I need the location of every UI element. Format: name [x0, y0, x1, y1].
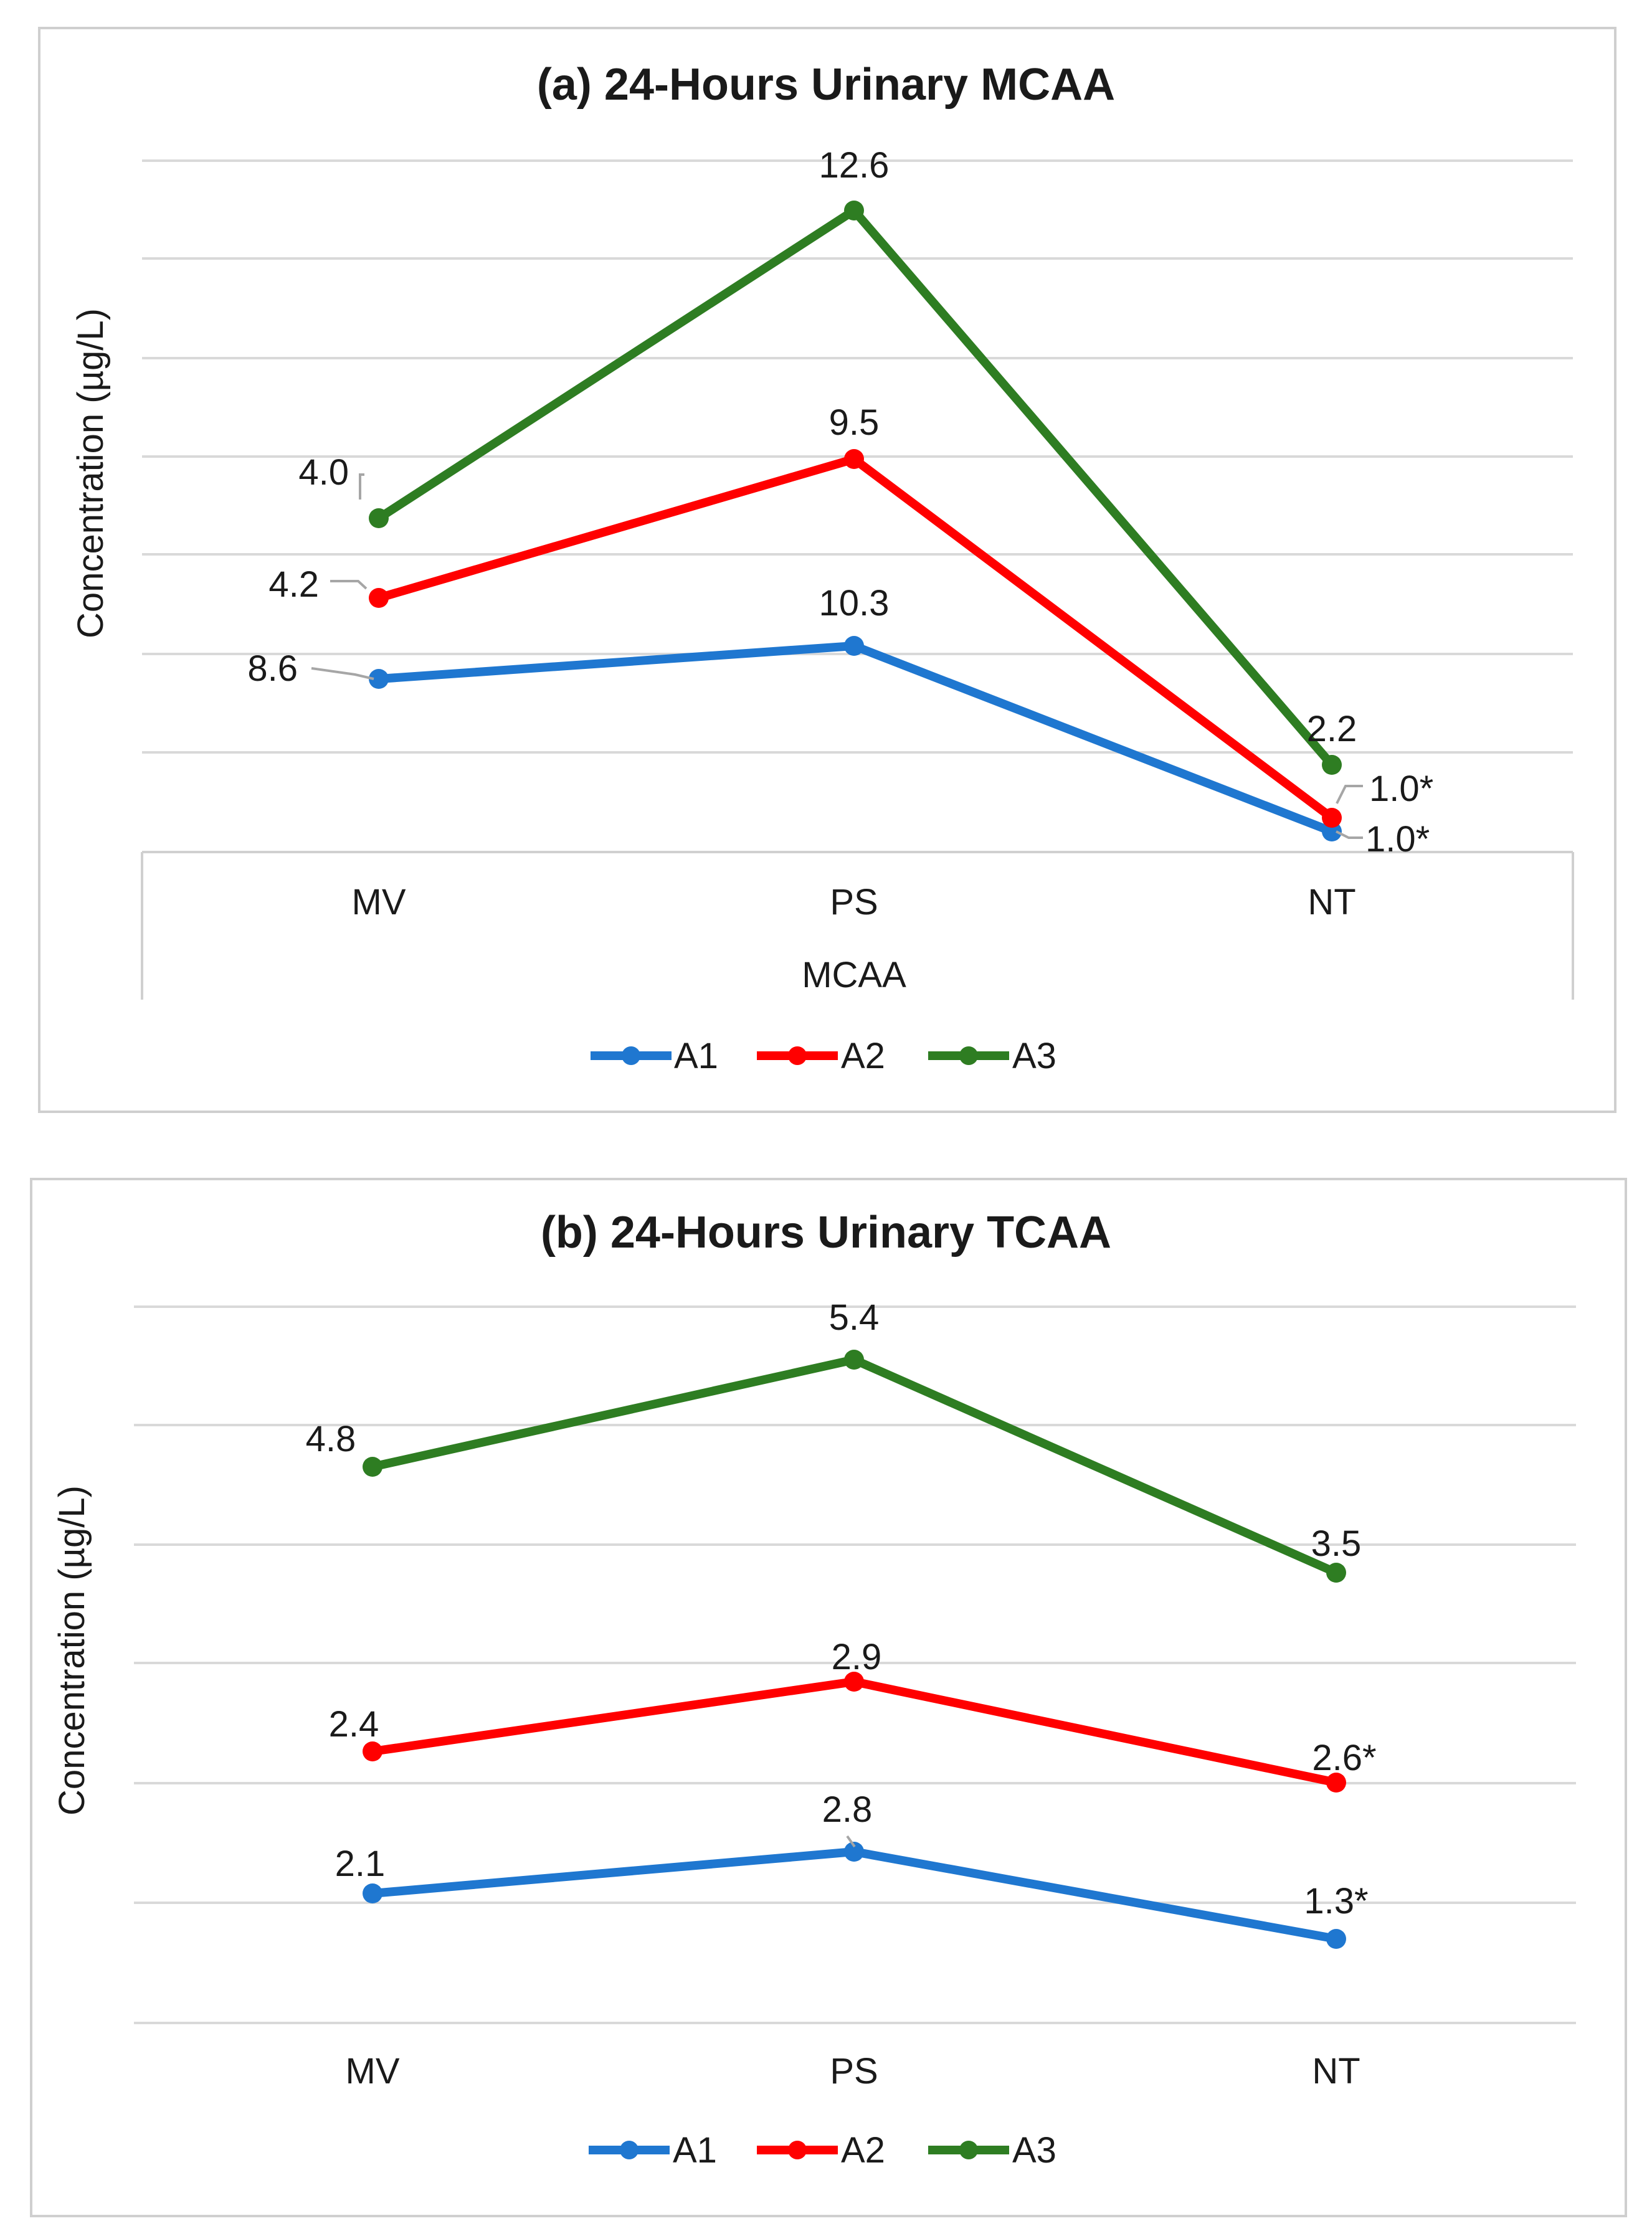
data-point-a3: [844, 201, 864, 220]
legend-marker: [959, 2141, 978, 2159]
panel-a-x-tick-label: NT: [1308, 882, 1355, 922]
data-point-a2: [369, 588, 389, 608]
data-label: 12.6: [819, 145, 890, 186]
data-label: 2.2: [1307, 709, 1357, 749]
data-label: 4.2: [268, 564, 319, 605]
data-point-a1: [369, 669, 389, 689]
panel-a-legend: A1 A2 A3: [591, 1036, 1056, 1076]
panel-b-y-axis-label: Concentration (µg/L): [52, 1485, 92, 1816]
legend-label: A2: [841, 1036, 885, 1076]
data-point-a1: [844, 1842, 864, 1862]
data-label: 1.3*: [1304, 1881, 1368, 1921]
panel-a-x-tick-label: PS: [830, 882, 878, 922]
data-point-a3: [1326, 1563, 1346, 1583]
legend-entry-b2: A2: [757, 2130, 885, 2171]
panel-b-leader-lines: [846, 1835, 856, 1848]
legend-label: A3: [1012, 2130, 1056, 2171]
legend-marker: [622, 1046, 640, 1065]
legend-marker: [959, 1046, 978, 1065]
data-point-a1: [1322, 822, 1342, 841]
data-label: 9.5: [829, 402, 880, 443]
panel-b-legend: A1 A2 A3: [589, 2130, 1056, 2171]
legend-entry-b3: A3: [928, 2130, 1056, 2171]
panel-a-data-labels: 4.0 12.6 2.2 4.2 9.5 1.0* 8.6 10.3 1.0*: [247, 145, 1433, 860]
panel-a-leader-lines: [311, 473, 1363, 839]
legend-entry-a2: A2: [757, 1036, 885, 1076]
data-label: 8.6: [247, 648, 298, 689]
panel-a-series: [369, 201, 1342, 841]
data-label: 2.4: [329, 1704, 379, 1745]
data-point-a2: [844, 1672, 864, 1692]
data-label: 2.9: [832, 1637, 882, 1677]
data-point-a2: [1322, 808, 1342, 828]
legend-marker: [788, 2141, 807, 2159]
legend-entry-b1: A1: [589, 2130, 717, 2171]
legend-label: A3: [1012, 1036, 1056, 1076]
data-label: 1.0*: [1365, 819, 1430, 860]
data-point-a2: [1326, 1773, 1346, 1793]
panel-b-data-labels: 4.8 5.4 3.5 2.4 2.9 2.6* 2.1 2.8 1.3*: [306, 1297, 1377, 1921]
data-label: 5.4: [829, 1297, 880, 1338]
data-point-a1: [363, 1883, 382, 1903]
panel-b-title: (b) 24-Hours Urinary TCAA: [541, 1208, 1111, 1258]
data-label: 2.1: [335, 1844, 386, 1884]
panel-b-series: [363, 1350, 1346, 1949]
data-label: 10.3: [819, 583, 890, 623]
legend-marker: [788, 1046, 807, 1065]
legend-label: A1: [674, 1036, 718, 1076]
legend-marker: [620, 2141, 638, 2159]
data-label: 3.5: [1311, 1523, 1362, 1564]
data-label: 1.0*: [1369, 769, 1433, 809]
data-point-a2: [844, 449, 864, 469]
legend-label: A2: [841, 2130, 885, 2171]
data-label: 2.6*: [1312, 1738, 1376, 1778]
data-point-a2: [363, 1741, 382, 1761]
data-point-a1: [1326, 1929, 1346, 1949]
panel-a-x-tick-label: MV: [352, 882, 406, 922]
panel-a-title: (a) 24-Hours Urinary MCAA: [537, 60, 1115, 110]
panel-a-x-axis-label: MCAA: [802, 955, 906, 995]
panel-b-frame: [30, 1178, 1627, 2217]
legend-label: A1: [673, 2130, 717, 2171]
data-point-a3: [369, 508, 389, 528]
data-point-a3: [363, 1457, 382, 1477]
legend-entry-a3: A3: [928, 1036, 1056, 1076]
panel-b-x-tick-label: PS: [830, 2051, 878, 2091]
legend-entry-a1: A1: [591, 1036, 718, 1076]
panel-a-frame: [38, 27, 1616, 1113]
data-label: 2.8: [822, 1789, 873, 1830]
panel-a: (a) 24-Hours Urinary MCAA Concentration …: [38, 27, 1616, 1113]
panel-b: (b) 24-Hours Urinary TCAA Concentration …: [30, 1178, 1627, 2217]
data-point-a1: [844, 636, 864, 656]
panel-b-x-tick-label: MV: [346, 2051, 400, 2091]
panel-a-category-box: [141, 851, 1574, 1000]
panel-b-x-tick-label: NT: [1312, 2051, 1360, 2091]
data-label: 4.0: [298, 452, 349, 493]
data-point-a3: [844, 1350, 864, 1370]
panel-a-y-axis-label: Concentration (µg/L): [70, 308, 111, 638]
data-point-a3: [1322, 755, 1342, 775]
data-label: 4.8: [306, 1419, 356, 1459]
